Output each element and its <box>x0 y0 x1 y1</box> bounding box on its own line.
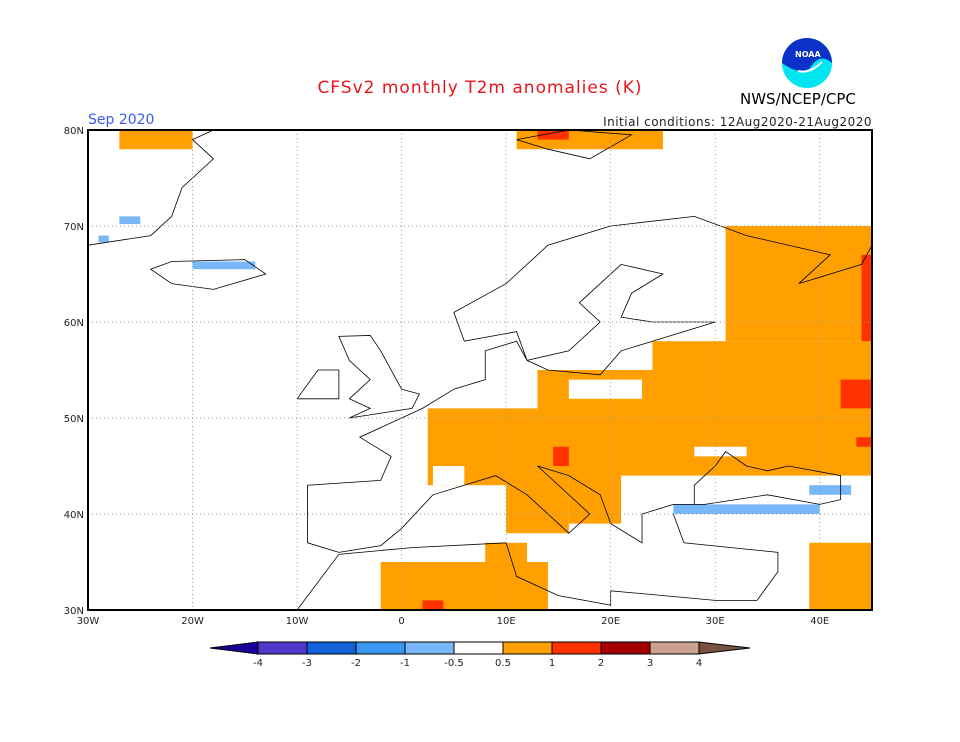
coastline <box>307 215 872 553</box>
lon-tick-label: 10W <box>286 616 309 627</box>
lon-tick-label: 30E <box>706 616 725 627</box>
initial-conditions: Initial conditions: 12Aug2020-21Aug2020 <box>603 115 872 129</box>
colorbar-swatch <box>502 641 553 655</box>
coastline <box>149 259 267 290</box>
colorbar-label: -2 <box>351 658 361 669</box>
colorbar-label: -3 <box>302 658 312 669</box>
colorbar-label: 3 <box>647 658 653 669</box>
map-frame <box>87 129 873 611</box>
coastline <box>296 369 340 400</box>
anomaly-cell <box>485 542 528 562</box>
lat-tick-label: 70N <box>64 222 84 233</box>
lat-tick-label: 80N <box>64 126 84 137</box>
anomaly-cell <box>694 446 747 457</box>
lon-tick-label: 20W <box>181 616 204 627</box>
chart-title: CFSv2 monthly T2m anomalies (K) <box>317 78 643 98</box>
coastline <box>338 335 420 419</box>
colorbar-swatch <box>257 641 308 655</box>
anomaly-cell <box>809 542 872 610</box>
lon-tick-label: 10E <box>497 616 516 627</box>
anomaly-cell <box>809 485 852 495</box>
colorbar-arrow-low <box>209 641 259 655</box>
anomaly-cell <box>652 341 872 476</box>
anomaly-cell <box>119 216 141 225</box>
colorbar-label: -0.5 <box>444 658 464 669</box>
anomaly-cell <box>856 437 872 447</box>
anomaly-cell <box>840 379 872 409</box>
lon-tick-label: 30W <box>77 616 100 627</box>
forecast-period: Sep 2020 <box>88 112 155 128</box>
colorbar-label: 0.5 <box>495 658 511 669</box>
anomaly-cell <box>119 130 193 150</box>
anomaly-cell <box>432 466 465 486</box>
anomaly-cell <box>192 261 256 270</box>
colorbar-arrow-high <box>698 641 751 655</box>
lat-tick-label: 30N <box>64 606 84 617</box>
svg-text:NOAA: NOAA <box>795 50 821 59</box>
anomaly-cell <box>553 446 569 466</box>
anomaly-cell <box>568 379 643 399</box>
lon-tick-label: 20E <box>601 616 620 627</box>
colorbar-label: 4 <box>696 658 702 669</box>
colorbar-swatch <box>306 641 357 655</box>
anomaly-cell <box>380 562 548 610</box>
plot-area <box>88 130 872 610</box>
noaa-logo-icon: NOAA <box>782 38 832 88</box>
lon-tick-label: 0 <box>398 616 404 627</box>
lon-tick-label: 40E <box>810 616 829 627</box>
colorbar-label: -1 <box>400 658 410 669</box>
colorbar-label: -4 <box>253 658 263 669</box>
anomaly-cell <box>568 466 622 524</box>
anomaly-cell <box>422 600 444 610</box>
anomaly-cell <box>673 504 820 514</box>
lat-tick-label: 50N <box>64 414 84 425</box>
colorbar-swatch <box>404 641 455 655</box>
coastline <box>88 130 215 246</box>
anomaly-cell <box>861 254 872 342</box>
colorbar-swatch <box>649 641 700 655</box>
colorbar-swatch <box>600 641 651 655</box>
colorbar-swatch <box>453 641 504 655</box>
colorbar-swatch <box>551 641 602 655</box>
lat-tick-label: 40N <box>64 510 84 521</box>
lat-tick-label: 60N <box>64 318 84 329</box>
colorbar-swatch <box>355 641 406 655</box>
organization-label: NWS/NCEP/CPC <box>740 90 856 108</box>
colorbar-label: 1 <box>549 658 555 669</box>
colorbar-label: 2 <box>598 658 604 669</box>
coastline <box>338 451 842 553</box>
anomaly-cell <box>537 130 569 140</box>
anomaly-cell <box>98 235 109 243</box>
